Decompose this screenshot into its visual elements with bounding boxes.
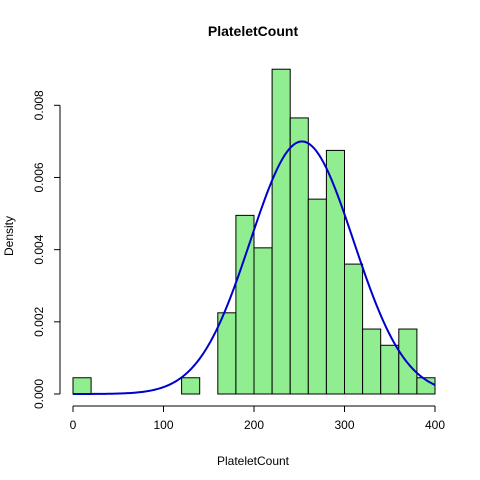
histogram-bar-8 (217, 312, 237, 395)
histogram-bar-12 (289, 117, 309, 395)
y-axis: 0.000 0.002 0.004 0.006 0.008 (32, 90, 61, 409)
y-tick-label: 0.002 (32, 306, 46, 336)
histogram-bar-11 (271, 68, 291, 395)
histogram-bar-18 (398, 328, 418, 395)
density-curve (72, 140, 436, 395)
x-axis: 0 100 200 300 400 (70, 405, 445, 432)
x-axis-label: PlateletCount (217, 454, 290, 468)
histogram-bar-13 (307, 198, 327, 395)
y-tick-label: 0.004 (32, 234, 46, 264)
x-tick-label: 300 (334, 418, 354, 432)
x-tick-label: 100 (153, 418, 173, 432)
histogram-bar-0 (72, 377, 92, 395)
y-tick-label: 0.000 (32, 379, 46, 409)
y-tick-label: 0.008 (32, 90, 46, 120)
histogram-bar-9 (235, 214, 255, 395)
histogram-bar-6 (181, 377, 201, 395)
histogram-bar-15 (344, 263, 364, 395)
bars-group (72, 68, 436, 395)
x-tick-label: 200 (244, 418, 264, 432)
histogram-bar-10 (253, 247, 273, 395)
y-tick-label: 0.006 (32, 162, 46, 192)
chart-title: PlateletCount (208, 23, 299, 39)
x-tick-label: 400 (425, 418, 445, 432)
x-tick-label: 0 (70, 418, 77, 432)
histogram-bar-16 (362, 328, 382, 395)
y-axis-label: Density (2, 216, 16, 256)
histogram-bar-17 (380, 344, 400, 395)
